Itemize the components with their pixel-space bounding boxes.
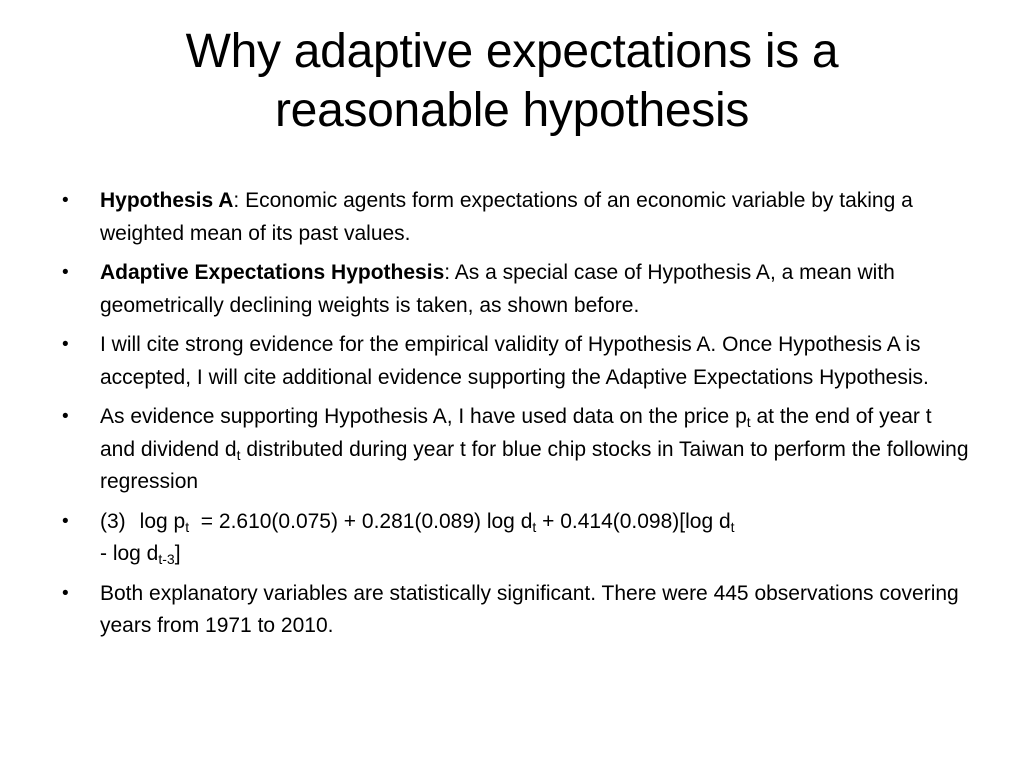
bullet-marker: • xyxy=(62,406,69,427)
equation-text: - log d xyxy=(100,542,159,565)
subscript: t xyxy=(730,518,735,535)
subscript: t-3 xyxy=(158,551,175,567)
subscript: t xyxy=(532,518,537,535)
bullet-term: Adaptive Expectations Hypothesis xyxy=(100,261,445,284)
bullet-marker: • xyxy=(62,262,69,283)
bullet-text: I will cite strong evidence for the empi… xyxy=(100,333,929,389)
bullet-list: • Hypothesis A: Economic agents form exp… xyxy=(60,185,972,650)
bullet-term: Hypothesis A xyxy=(100,189,234,212)
subscript: t xyxy=(236,446,241,463)
subscript: t xyxy=(185,518,190,535)
bullet-text: at the end of year t and dividend d xyxy=(100,405,932,461)
bullet-marker: • xyxy=(62,334,69,355)
bullet-marker: • xyxy=(62,190,69,211)
equation-text: + 0.414(0.098)[log d xyxy=(536,509,731,533)
bullet-adaptive-expectations: • Adaptive Expectations Hypothesis: As a… xyxy=(60,257,972,322)
title-line-1: Why adaptive expectations is a xyxy=(185,25,839,78)
bullet-regression-equation: • (3) log pt = 2.610(0.075) + 0.281(0.089… xyxy=(60,506,972,571)
equation-text: = 2.610(0.075) + 0.281(0.089) log d xyxy=(194,509,533,533)
bullet-marker: • xyxy=(62,582,69,604)
title-line-2: reasonable hypothesis xyxy=(274,84,750,137)
equation-number: (3) xyxy=(100,509,126,533)
slide-title: Why adaptive expectations is a reasonabl… xyxy=(60,22,964,140)
bullet-text: Both explanatory variables are statistic… xyxy=(100,581,959,638)
bullet-marker: • xyxy=(62,510,69,532)
bullet-text: distributed during year t for blue chip … xyxy=(100,437,969,494)
bullet-text: : As a special case of Hypothesis A, a m… xyxy=(100,261,895,317)
equation-text: log p xyxy=(139,509,186,533)
bullet-evidence: • I will cite strong evidence for the em… xyxy=(60,329,972,394)
bullet-text: As evidence supporting Hypothesis A, I h… xyxy=(100,405,747,428)
bullet-hypothesis-a: • Hypothesis A: Economic agents form exp… xyxy=(60,185,972,250)
bullet-data-description: • As evidence supporting Hypothesis A, I… xyxy=(60,401,972,499)
equation-text: ] xyxy=(174,542,181,565)
bullet-text: : Economic agents form expectations of a… xyxy=(100,189,913,245)
bullet-significance: • Both explanatory variables are statist… xyxy=(60,578,972,643)
subscript: t xyxy=(746,414,751,430)
